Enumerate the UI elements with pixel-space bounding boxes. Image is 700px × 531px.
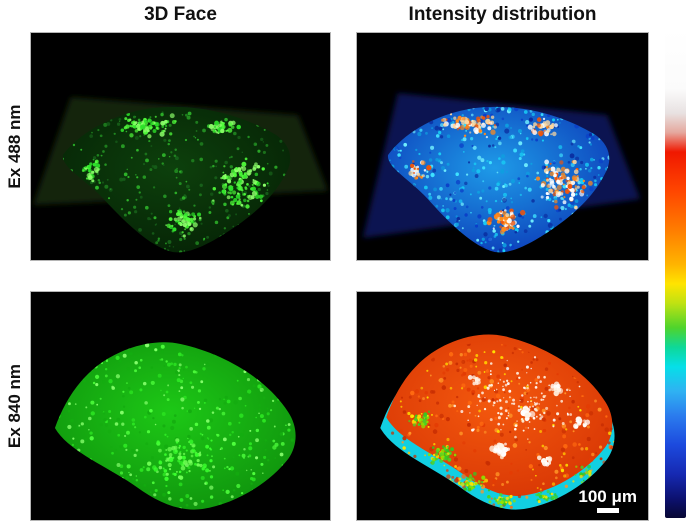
scale-bar-line (596, 508, 619, 513)
scale-bar-label: 100 μm (578, 487, 637, 506)
panel-ex488-intensity (356, 32, 649, 261)
intensity-colorbar (665, 30, 686, 518)
panel-ex840-intensity: 100 μm (356, 291, 649, 521)
column-header-intensity-distribution: Intensity distribution (408, 4, 597, 25)
row-label-ex-488-nm: Ex 488 nm (5, 104, 24, 189)
panel-ex840-3d-face (30, 291, 331, 521)
green-fluorescence-fan-image (54, 342, 296, 510)
row-label-ex-840-nm: Ex 840 nm (5, 363, 24, 449)
green-fluorescence-mound-image (32, 97, 329, 253)
scale-bar: 100 μm (578, 488, 637, 513)
column-header-3d-face: 3D Face (144, 4, 217, 25)
panel-ex488-3d-face (30, 32, 331, 261)
intensity-map-mound-image (362, 93, 641, 253)
intensity-map-fan-image (380, 334, 615, 510)
